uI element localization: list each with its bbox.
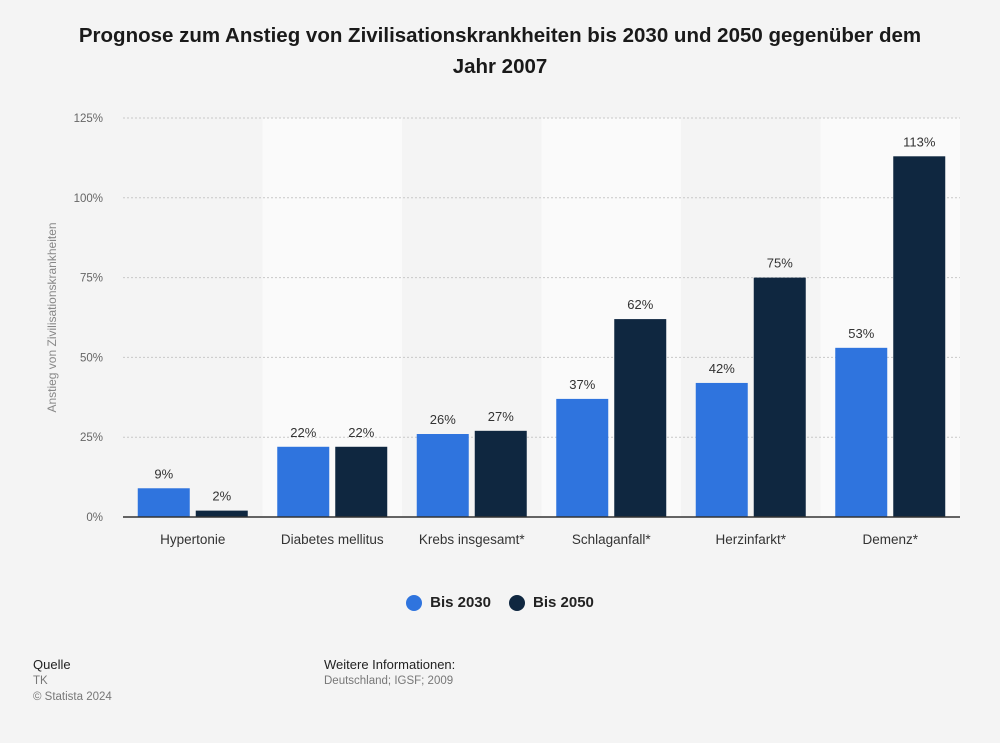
legend-item-2030[interactable]: Bis 2030 bbox=[406, 594, 491, 611]
bar-2050 bbox=[195, 510, 248, 517]
data-label: 113% bbox=[903, 134, 936, 149]
y-axis-label: Anstieg von Zivilisationskrankheiten bbox=[45, 222, 59, 412]
legend-label-2050: Bis 2050 bbox=[533, 594, 594, 611]
x-tick-label: Herzinfarkt* bbox=[715, 532, 786, 547]
bar-2030 bbox=[277, 446, 330, 517]
copyright-text: © Statista 2024 bbox=[33, 691, 112, 703]
data-label: 22% bbox=[348, 425, 374, 440]
chart-title: Prognose zum Anstieg von Zivilisationskr… bbox=[78, 24, 922, 78]
bar-2050 bbox=[753, 277, 806, 517]
legend-marker-2030 bbox=[406, 594, 423, 611]
x-tick-label: Diabetes mellitus bbox=[281, 532, 384, 547]
y-tick-label: 25% bbox=[80, 432, 103, 444]
bar-chart: 0% 25% 50% 75% 100% 125% Anstieg von Zivilisat… bbox=[45, 113, 960, 547]
bar-2030 bbox=[695, 382, 748, 517]
bar-2030 bbox=[137, 488, 190, 517]
bar-2050 bbox=[614, 319, 667, 517]
data-label: 27% bbox=[488, 409, 514, 424]
source-text: TK bbox=[33, 675, 48, 687]
source-block: Quelle TK © Statista 2024 bbox=[33, 657, 112, 705]
y-tick-label: 125% bbox=[74, 113, 103, 125]
data-label: 62% bbox=[627, 297, 653, 312]
data-label: 42% bbox=[709, 361, 735, 376]
legend-marker-2050 bbox=[509, 594, 525, 611]
data-label: 75% bbox=[767, 256, 793, 271]
x-tick-label: Demenz* bbox=[862, 532, 918, 547]
data-label: 26% bbox=[430, 412, 456, 427]
x-tick-label: Schlaganfall* bbox=[572, 532, 652, 547]
info-block: Weitere Informationen: Deutschland; IGSF… bbox=[324, 657, 455, 689]
data-label: 37% bbox=[569, 377, 595, 392]
bar-2030 bbox=[556, 398, 609, 517]
info-text: Deutschland; IGSF; 2009 bbox=[324, 675, 454, 687]
info-heading: Weitere Informationen: bbox=[324, 657, 456, 672]
bar-2050 bbox=[893, 156, 946, 517]
y-tick-label: 100% bbox=[74, 193, 103, 205]
data-label: 9% bbox=[154, 466, 173, 481]
bar-2050 bbox=[335, 446, 388, 517]
source-heading: Quelle bbox=[33, 657, 71, 672]
legend: Bis 2030 Bis 2050 bbox=[0, 594, 1000, 611]
x-tick-label: Krebs insgesamt* bbox=[419, 532, 526, 547]
data-label: 53% bbox=[848, 326, 874, 341]
legend-label-2030: Bis 2030 bbox=[430, 594, 491, 611]
y-tick-label: 75% bbox=[80, 273, 103, 285]
x-tick-label: Hypertonie bbox=[160, 532, 225, 547]
bar-2030 bbox=[835, 347, 888, 517]
bar-2030 bbox=[416, 434, 469, 517]
bar-2050 bbox=[474, 430, 527, 517]
legend-item-2050[interactable]: Bis 2050 bbox=[509, 594, 594, 611]
y-tick-label: 0% bbox=[86, 512, 103, 524]
y-tick-label: 50% bbox=[80, 352, 103, 364]
data-label: 22% bbox=[290, 425, 316, 440]
data-label: 2% bbox=[212, 489, 231, 504]
